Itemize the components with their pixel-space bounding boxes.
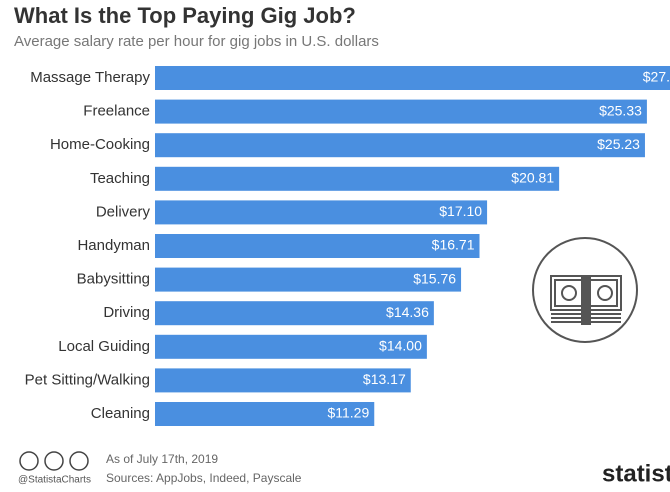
category-label: Handyman bbox=[77, 237, 150, 254]
footer-date: As of July 17th, 2019 bbox=[106, 452, 218, 466]
value-label: $15.76 bbox=[413, 270, 456, 286]
money-icon bbox=[532, 237, 638, 343]
category-label: Freelance bbox=[83, 103, 150, 120]
category-label: Pet Sitting/Walking bbox=[25, 371, 150, 388]
chart-subtitle: Average salary rate per hour for gig job… bbox=[14, 33, 379, 50]
category-label: Massage Therapy bbox=[30, 69, 150, 86]
value-label: $27.58 bbox=[643, 69, 670, 85]
category-label: Delivery bbox=[96, 203, 151, 220]
bar bbox=[155, 166, 560, 191]
bar bbox=[155, 368, 411, 393]
value-label: $16.71 bbox=[432, 237, 475, 253]
value-label: $11.29 bbox=[327, 405, 369, 421]
bar bbox=[155, 133, 645, 158]
category-label: Cleaning bbox=[91, 405, 150, 422]
value-label: $13.17 bbox=[363, 371, 406, 387]
bar bbox=[155, 267, 462, 292]
footer-logo: statista bbox=[602, 460, 670, 487]
bar bbox=[155, 301, 434, 326]
value-label: $14.36 bbox=[386, 304, 429, 320]
category-label: Local Guiding bbox=[58, 338, 150, 355]
bars: Massage Therapy $27.58 Freelance $25.33 Home… bbox=[25, 66, 670, 426]
bar bbox=[155, 234, 480, 258]
bar bbox=[155, 402, 375, 426]
category-label: Teaching bbox=[90, 170, 150, 187]
chart-title: What Is the Top Paying Gig Job? bbox=[14, 3, 356, 28]
footer-handle: @StatistaCharts bbox=[18, 475, 91, 486]
footer-sources: Sources: AppJobs, Indeed, Payscale bbox=[106, 471, 302, 485]
bar bbox=[155, 99, 647, 124]
value-label: $17.10 bbox=[439, 203, 482, 219]
category-label: Babysitting bbox=[77, 271, 150, 288]
bar bbox=[155, 66, 670, 90]
value-label: $14.00 bbox=[379, 338, 422, 354]
license-icons bbox=[19, 451, 89, 471]
value-label: $25.23 bbox=[597, 136, 640, 152]
bar bbox=[155, 334, 427, 359]
bar bbox=[155, 200, 488, 225]
value-label: $20.81 bbox=[511, 170, 554, 186]
category-label: Home-Cooking bbox=[50, 136, 150, 153]
category-label: Driving bbox=[103, 304, 150, 321]
value-label: $25.33 bbox=[599, 102, 642, 118]
